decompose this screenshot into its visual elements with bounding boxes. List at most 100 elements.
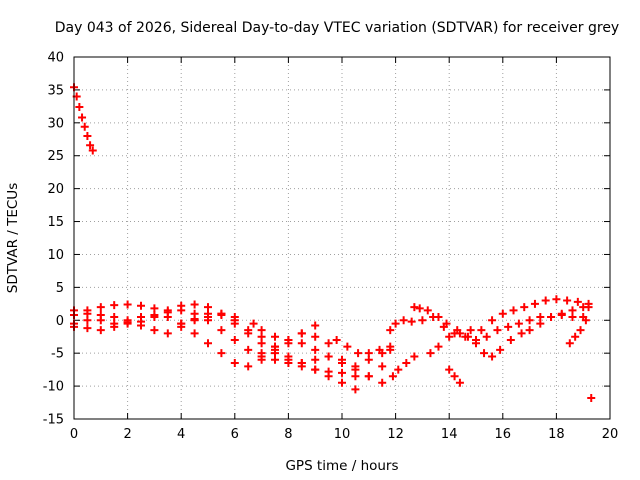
data-point: [244, 345, 253, 354]
y-tick-label: -5: [51, 347, 64, 362]
series-s1: [70, 83, 97, 155]
data-point: [571, 332, 580, 341]
data-point: [480, 349, 489, 358]
data-point: [83, 131, 92, 140]
data-point: [488, 352, 497, 361]
data-point: [190, 329, 199, 338]
data-point: [450, 372, 459, 381]
data-point: [217, 326, 226, 335]
data-point: [110, 319, 119, 328]
series-s8: [257, 336, 387, 387]
data-point: [257, 326, 266, 335]
data-point: [573, 297, 582, 306]
y-tick-label: 0: [56, 314, 64, 329]
x-tick-label: 4: [177, 427, 185, 442]
data-point: [244, 362, 253, 371]
data-point: [137, 301, 145, 310]
data-point: [498, 309, 507, 318]
y-tick-label: 5: [56, 281, 64, 296]
data-point: [517, 329, 526, 338]
data-point: [230, 359, 239, 368]
data-point: [472, 339, 480, 348]
data-point: [163, 329, 172, 338]
data-point: [190, 314, 199, 323]
data-point: [375, 345, 384, 354]
data-point: [311, 345, 320, 354]
data-point: [123, 316, 132, 325]
data-point: [493, 326, 502, 335]
data-point: [324, 339, 333, 348]
data-point: [445, 365, 454, 374]
data-point: [177, 306, 186, 315]
data-point: [311, 332, 320, 341]
data-point: [297, 329, 306, 338]
data-point: [96, 316, 105, 325]
series-s17: [587, 393, 596, 402]
data-point: [407, 317, 416, 326]
data-point: [434, 342, 443, 351]
data-point: [351, 385, 360, 394]
data-point: [150, 326, 159, 335]
data-point: [509, 306, 518, 315]
data-point: [388, 372, 397, 381]
x-tick-label: 6: [231, 427, 239, 442]
data-point: [110, 301, 119, 310]
x-tick-label: 14: [441, 427, 458, 442]
data-point: [581, 316, 590, 325]
data-point: [568, 312, 577, 321]
series-s16: [565, 316, 590, 348]
data-point: [86, 141, 95, 150]
data-point: [338, 359, 346, 368]
y-tick-label: 40: [47, 51, 64, 66]
y-tick-label: 15: [47, 215, 64, 230]
data-point: [506, 336, 515, 345]
data-point: [249, 319, 258, 328]
data-point: [434, 312, 443, 321]
chart-title: Day 043 of 2026, Sidereal Day-to-day VTE…: [55, 20, 619, 36]
data-point: [463, 332, 472, 341]
data-point: [96, 326, 105, 335]
data-point: [88, 146, 97, 155]
data-point: [338, 368, 346, 377]
data-point: [378, 362, 387, 371]
data-point: [378, 378, 387, 387]
data-point: [332, 336, 341, 345]
data-point: [402, 359, 411, 368]
series-s5: [70, 306, 333, 371]
data-point: [466, 326, 475, 335]
data-point: [297, 359, 306, 368]
data-point: [504, 322, 513, 331]
x-tick-label: 2: [123, 427, 131, 442]
data-point: [552, 295, 561, 304]
data-point: [488, 316, 497, 325]
y-axis-label: SDTVAR / TECUs: [5, 183, 21, 293]
data-point: [96, 303, 105, 312]
data-point: [324, 367, 333, 376]
series-s15: [445, 365, 464, 387]
data-point: [386, 342, 395, 351]
data-point: [442, 319, 451, 328]
data-point: [257, 339, 266, 348]
data-point: [426, 349, 435, 358]
series-s9: [332, 336, 395, 358]
data-point: [547, 312, 556, 321]
data-points: [70, 83, 596, 402]
data-point: [83, 309, 92, 318]
axis-ticks: 0 2 4 6 8 10 12 14 16 18 20 -15 -10 -5 0 5 10 15 20 25 30 35 4…: [43, 51, 619, 443]
y-tick-label: 20: [47, 182, 64, 197]
data-point: [514, 319, 523, 328]
series-s4: [70, 306, 387, 381]
data-point: [150, 311, 159, 320]
data-point: [271, 342, 279, 351]
data-point: [482, 332, 491, 341]
data-point: [584, 299, 593, 308]
data-point: [530, 299, 539, 308]
data-point: [587, 393, 596, 402]
x-tick-label: 10: [334, 427, 351, 442]
y-tick-label: 35: [47, 83, 64, 98]
data-point: [565, 339, 574, 348]
data-point: [563, 296, 572, 305]
y-tick-label: -15: [43, 413, 64, 428]
data-point: [257, 349, 266, 358]
data-point: [137, 312, 145, 321]
